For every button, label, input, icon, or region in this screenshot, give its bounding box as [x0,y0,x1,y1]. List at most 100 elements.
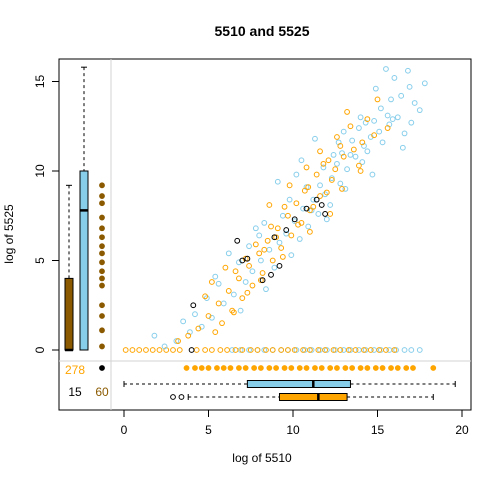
zero-y-point-orange [217,347,224,353]
zero-y-point-orange [367,347,374,353]
x-tick-label: 0 [121,423,128,437]
zero-x-point-brown [99,182,105,189]
data-point-blue [334,160,340,167]
data-point-black [313,196,320,203]
zero-y-point-orange [224,347,230,353]
zero-y-point-blue [293,347,300,353]
boxplot-outlier [170,394,176,400]
data-point-blue [398,92,405,99]
data-point-orange [252,241,259,248]
data-point-black [291,216,298,223]
zero-x-strip-point-orange [388,365,394,371]
data-point-orange [303,164,310,171]
zero-y-point-blue [408,347,415,353]
data-point-orange [205,313,212,319]
data-point-orange [285,212,291,219]
data-point-orange [230,309,237,316]
data-point-blue [388,96,394,103]
zero-x-point-brown [99,234,105,241]
zero-x-strip-point-orange [379,365,386,371]
data-point-blue [364,148,371,155]
data-point-blue [406,83,413,90]
data-point-blue [340,128,347,135]
data-point-orange [259,270,266,276]
data-point-blue [279,212,286,219]
data-point-orange [334,134,340,140]
zero-y-point-orange [269,347,276,353]
data-point-blue [252,225,259,232]
data-point-orange [310,203,317,210]
data-point-orange [208,279,215,285]
data-point-blue [286,196,293,203]
data-point-orange [357,168,364,174]
x-tick-label: 5 [205,423,212,437]
zero-x-point-brown [99,200,105,207]
data-point-orange [339,186,345,192]
count-black: 15 [68,385,82,399]
data-point-orange [286,182,293,189]
data-point-orange [350,146,357,153]
zero-x-strip-point-orange [236,365,242,371]
data-point-orange [261,246,268,253]
count-orange: 278 [65,363,85,377]
zero-y-point-orange [232,347,239,353]
zero-y-point-orange [352,347,359,353]
zero-x-strip-point-orange [349,365,356,371]
zero-y-point-orange [202,347,209,353]
x-tick-label: 15 [371,423,385,437]
boxplot-box-blue [79,170,89,351]
data-point-blue [237,307,244,314]
data-point-black [276,262,283,269]
data-point-blue [283,230,290,237]
data-point-blue [391,75,398,81]
data-point-orange [236,275,242,282]
zero-y-point-blue [261,347,268,353]
zero-y-point-orange [129,347,136,353]
zero-y-point-orange [322,347,329,353]
data-point-orange [371,132,378,139]
data-point-orange [219,320,225,327]
data-point-blue [151,332,158,339]
zero-x-strip-point-orange [403,365,410,371]
data-point-black [259,277,266,284]
data-point-blue [274,178,281,185]
data-point-blue [379,139,386,146]
boxplot-box-brown [64,277,74,351]
zero-x-strip-point-orange [334,365,340,371]
data-point-black [188,347,195,353]
data-point-blue [291,218,298,225]
data-point-black [239,257,246,264]
zero-x-strip-point-orange [394,365,401,371]
zero-x-strip-point-orange [342,365,349,371]
zero-x-point-brown [99,214,105,221]
data-point-orange [320,160,327,167]
zero-x-point-brown [99,259,105,266]
zero-x-point-brown [99,343,105,350]
zero-x-strip-point-orange [192,365,198,371]
data-point-blue [300,205,307,212]
data-point-blue [330,151,337,158]
zero-x-strip-point-orange [364,365,371,371]
x-axis: 0 5 10 15 20 [121,410,469,437]
data-point-blue [296,236,303,242]
zero-value-rugs [99,182,437,371]
data-point-orange [195,325,202,332]
zero-y-point-orange [263,347,269,353]
y-axis-label: log of 5525 [2,204,16,264]
data-point-black [322,211,329,217]
zero-y-point-orange [291,347,298,353]
zero-x-strip-point-orange [183,365,190,371]
data-point-blue [405,67,411,74]
data-point-blue [377,105,384,112]
data-point-orange [279,254,286,260]
zero-x-point-brown [99,243,105,250]
data-point-blue [357,114,364,121]
zero-x-point-brown [99,282,105,289]
count-brown: 60 [95,385,109,399]
data-point-blue [372,85,379,92]
data-point-blue [246,243,252,250]
zero-x-point-brown [99,313,105,319]
data-point-black [318,202,325,208]
zero-y-point-orange [122,347,129,353]
